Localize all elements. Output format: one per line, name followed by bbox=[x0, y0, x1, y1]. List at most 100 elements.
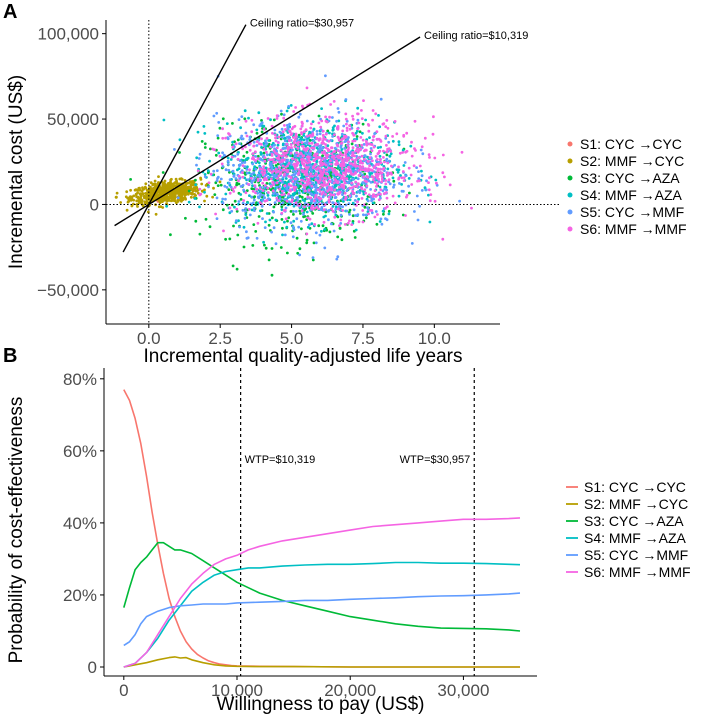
scatter-point bbox=[147, 192, 151, 196]
scatter-point bbox=[317, 114, 321, 118]
scatter-point bbox=[347, 140, 350, 144]
scatter-point bbox=[382, 156, 385, 159]
scatter-point bbox=[348, 219, 351, 223]
scatter-point bbox=[395, 132, 399, 136]
scatter-point bbox=[238, 177, 242, 180]
scatter-point bbox=[200, 182, 204, 186]
scatter-point bbox=[227, 168, 231, 172]
scatter-point bbox=[296, 154, 300, 158]
scatter-point bbox=[291, 225, 295, 229]
scatter-point bbox=[301, 162, 305, 166]
scatter-point bbox=[334, 205, 338, 209]
scatter-point bbox=[319, 208, 323, 212]
scatter-point bbox=[365, 180, 368, 184]
scatter-point bbox=[252, 144, 256, 148]
scatter-point bbox=[398, 151, 402, 155]
scatter-point bbox=[313, 174, 317, 177]
scatter-point bbox=[360, 186, 363, 189]
scatter-point bbox=[363, 172, 367, 176]
scatter-point bbox=[173, 148, 176, 151]
scatter-point bbox=[273, 133, 277, 137]
scatter-point bbox=[330, 222, 333, 226]
scatter-point bbox=[370, 197, 374, 201]
scatter-point bbox=[319, 144, 323, 148]
scatter-point bbox=[363, 168, 366, 172]
scatter-point bbox=[289, 151, 293, 155]
scatter-point bbox=[346, 148, 350, 152]
scatter-point bbox=[382, 122, 386, 126]
scatter-point bbox=[239, 193, 243, 196]
scatter-point bbox=[187, 189, 191, 193]
scatter-point bbox=[345, 122, 348, 126]
scatter-point bbox=[314, 194, 318, 197]
scatter-point bbox=[303, 199, 306, 203]
scatter-point bbox=[270, 216, 274, 220]
scatter-point bbox=[280, 127, 284, 131]
scatter-point bbox=[350, 223, 354, 227]
scatter-point bbox=[162, 118, 166, 122]
scatter-point bbox=[244, 131, 248, 135]
scatter-point bbox=[252, 223, 256, 227]
scatter-point bbox=[272, 226, 276, 230]
scatter-point bbox=[226, 163, 230, 166]
scatter-point bbox=[170, 186, 174, 189]
scatter-point bbox=[311, 258, 315, 262]
scatter-point bbox=[337, 207, 340, 211]
scatter-point bbox=[334, 162, 337, 166]
scatter-point bbox=[299, 165, 303, 169]
scatter-point bbox=[313, 163, 317, 167]
scatter-point bbox=[327, 139, 331, 143]
scatter-point bbox=[168, 196, 172, 200]
y-tick-label: 0 bbox=[90, 195, 99, 214]
scatter-point bbox=[392, 183, 396, 187]
scatter-point bbox=[348, 194, 352, 198]
scatter-point bbox=[324, 115, 327, 119]
wtp-label-1: WTP=$10,319 bbox=[245, 454, 316, 466]
scatter-point bbox=[224, 136, 228, 140]
scatter-point bbox=[413, 210, 416, 213]
scatter-point bbox=[241, 137, 245, 141]
scatter-point bbox=[189, 184, 193, 187]
scatter-point bbox=[283, 158, 286, 162]
scatter-point bbox=[331, 209, 335, 213]
scatter-point bbox=[314, 241, 318, 245]
scatter-point bbox=[198, 152, 202, 156]
scatter-point bbox=[163, 179, 167, 183]
scatter-point bbox=[386, 172, 390, 176]
scatter-point bbox=[300, 132, 303, 136]
scatter-point bbox=[357, 156, 360, 160]
scatter-point bbox=[300, 158, 303, 162]
scatter-point bbox=[238, 142, 241, 146]
scatter-point bbox=[318, 146, 322, 150]
scatter-point bbox=[214, 153, 218, 157]
scatter-point bbox=[178, 192, 182, 196]
scatter-point bbox=[427, 188, 431, 192]
scatter-point bbox=[267, 197, 270, 201]
scatter-point bbox=[132, 198, 136, 202]
scatter-point bbox=[344, 151, 347, 155]
scatter-point bbox=[261, 167, 265, 171]
scatter-point bbox=[268, 218, 272, 222]
scatter-point bbox=[324, 132, 328, 136]
scatter-point bbox=[281, 164, 285, 168]
scatter-point bbox=[184, 216, 187, 220]
scatter-point bbox=[252, 140, 256, 144]
scatter-point bbox=[287, 161, 291, 165]
scatter-point bbox=[402, 179, 406, 183]
scatter-point bbox=[237, 219, 240, 223]
scatter-point bbox=[250, 195, 254, 199]
scatter-point bbox=[247, 207, 251, 211]
scatter-point bbox=[124, 195, 128, 199]
scatter-point bbox=[322, 170, 326, 174]
scatter-point bbox=[305, 173, 309, 177]
scatter-point bbox=[285, 155, 288, 158]
scatter-point bbox=[241, 147, 245, 151]
line-series-s3 bbox=[123, 541, 521, 632]
scatter-point bbox=[410, 140, 413, 144]
scatter-point bbox=[248, 138, 252, 142]
scatter-point bbox=[294, 158, 298, 162]
scatter-point bbox=[160, 191, 164, 195]
scatter-point bbox=[379, 161, 383, 165]
scatter-point bbox=[194, 183, 198, 187]
scatter-series-s2 bbox=[114, 175, 222, 216]
